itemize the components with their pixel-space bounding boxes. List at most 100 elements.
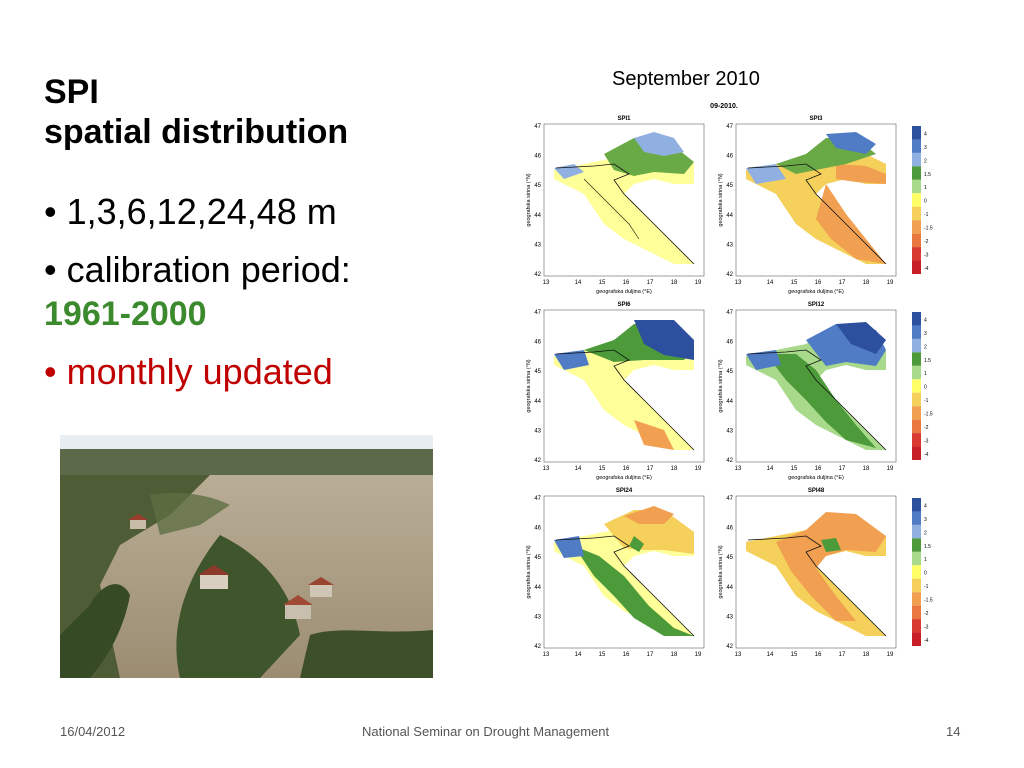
- panel-title-spi48: SPI48: [808, 488, 825, 494]
- colorbar-swatch: [912, 325, 921, 339]
- colorbar-swatch: [912, 605, 921, 620]
- colorbar-label: -2: [924, 611, 929, 617]
- x-tick-label: 17: [647, 466, 654, 472]
- panel-spi3: SPI3: [735, 116, 897, 277]
- colorbar-swatch: [912, 446, 921, 460]
- y-tick-label: 46: [534, 526, 541, 532]
- colorbar-label: 1: [924, 371, 927, 377]
- colorbar-label: -1.5: [924, 412, 933, 418]
- y-tick-label: 46: [726, 154, 733, 160]
- x-tick-label: 16: [623, 280, 630, 286]
- y-tick-label: 47: [726, 310, 733, 316]
- colorbar-label: -2: [924, 425, 929, 431]
- colorbar-label: 3: [924, 145, 927, 151]
- colorbar-swatch: [912, 406, 921, 420]
- y-axis-label: geografska sirina (°N): [718, 173, 724, 226]
- y-tick-label: 42: [726, 458, 733, 464]
- y-tick-label: 47: [534, 310, 541, 316]
- x-tick-label: 19: [695, 466, 702, 472]
- y-tick-label: 47: [726, 496, 733, 502]
- colorbar-swatch: [912, 538, 921, 552]
- bullet-3: • monthly updated: [44, 351, 333, 392]
- panel-title-spi24: SPI24: [616, 488, 633, 494]
- colorbar-swatch: [912, 206, 921, 221]
- x-tick-label: 14: [575, 652, 582, 658]
- colorbar-swatch: [912, 312, 921, 326]
- bullet-2: • calibration period: 1961-2000: [44, 248, 351, 336]
- colorbar-label: 0: [924, 385, 927, 391]
- colorbar-label: 1.5: [924, 544, 931, 550]
- colorbar-label: -1.5: [924, 226, 933, 232]
- colorbar-label: 2: [924, 158, 927, 164]
- colorbar-swatch: [912, 419, 921, 434]
- y-tick-label: 43: [726, 614, 733, 620]
- colorbars: 4 3 2 1.5 1 0 -1 -1.5 -2 -3 -4 4 3 2 1.5 1 0 -1 -1.5 -2 -3 -4…: [912, 126, 933, 646]
- y-tick-label: 45: [534, 369, 541, 375]
- colorbar-swatch: [912, 524, 921, 539]
- x-tick-label: 18: [863, 280, 870, 286]
- bullet-2-text: • calibration period:: [44, 249, 351, 290]
- colorbar-label: -1: [924, 212, 929, 218]
- x-tick-label: 19: [887, 466, 894, 472]
- x-tick-label: 14: [767, 466, 774, 472]
- panel-title-spi6: SPI6: [617, 302, 631, 308]
- flood-photo: [60, 435, 433, 678]
- colorbar-swatch: [912, 139, 921, 153]
- x-tick-label: 14: [767, 280, 774, 286]
- map-heading: September 2010: [612, 68, 760, 90]
- y-tick-label: 44: [726, 585, 733, 591]
- colorbar-swatch: [912, 578, 921, 593]
- panel-spi6: SPI6: [543, 302, 705, 463]
- y-axis-label: geografska sirina (°N): [718, 545, 724, 598]
- x-axis-label: geografska duljina (°E): [596, 289, 652, 295]
- x-tick-label: 17: [647, 652, 654, 658]
- x-tick-label: 17: [647, 280, 654, 286]
- colorbar-swatch: [912, 619, 921, 633]
- colorbar-label: -1: [924, 398, 929, 404]
- colorbar-swatch: [912, 365, 921, 380]
- colorbar-label: 1.5: [924, 358, 931, 364]
- y-tick-label: 42: [534, 644, 541, 650]
- colorbar-swatch: [912, 551, 921, 566]
- x-tick-label: 14: [575, 466, 582, 472]
- y-tick-label: 43: [534, 428, 541, 434]
- colorbar-label: 3: [924, 517, 927, 523]
- colorbar-label: 2: [924, 530, 927, 536]
- y-tick-label: 44: [726, 213, 733, 219]
- colorbar-swatch: [912, 511, 921, 525]
- x-tick-label: 13: [735, 466, 742, 472]
- colorbar-swatch: [912, 260, 921, 274]
- colorbar-swatch: [912, 338, 921, 353]
- panel-spi12: SPI12: [735, 302, 897, 463]
- calibration-period-value: 1961-2000: [44, 295, 207, 333]
- y-tick-label: 44: [534, 585, 541, 591]
- x-tick-label: 17: [839, 466, 846, 472]
- colorbar-swatch: [912, 152, 921, 167]
- y-tick-label: 45: [726, 555, 733, 561]
- spi-maps-figure: 09-2010. SPI1 SPI3 SPI6 SPI12: [526, 103, 933, 658]
- colorbar-label: -1: [924, 584, 929, 590]
- x-axis-label: geografska duljina (°E): [788, 289, 844, 295]
- y-axis-label: geografska sirina (°N): [526, 545, 532, 598]
- y-tick-label: 46: [726, 526, 733, 532]
- x-tick-label: 13: [543, 652, 550, 658]
- y-tick-label: 47: [726, 124, 733, 130]
- x-tick-label: 13: [543, 280, 550, 286]
- x-tick-label: 15: [791, 652, 798, 658]
- colorbar-swatch: [912, 220, 921, 234]
- y-tick-label: 46: [726, 340, 733, 346]
- colorbar-label: -4: [924, 266, 929, 272]
- colorbar-swatch: [912, 379, 921, 393]
- colorbar-swatch: [912, 433, 921, 447]
- panel-spi1: SPI1: [543, 116, 705, 277]
- y-tick-label: 44: [726, 399, 733, 405]
- panel-spi24: SPI24: [543, 488, 705, 649]
- x-tick-label: 18: [671, 280, 678, 286]
- colorbar-label: -1.5: [924, 598, 933, 604]
- x-tick-label: 19: [695, 280, 702, 286]
- footer-date: 16/04/2012: [60, 724, 126, 739]
- y-tick-label: 44: [534, 213, 541, 219]
- colorbar-label: 0: [924, 199, 927, 205]
- panel-title-spi12: SPI12: [808, 302, 825, 308]
